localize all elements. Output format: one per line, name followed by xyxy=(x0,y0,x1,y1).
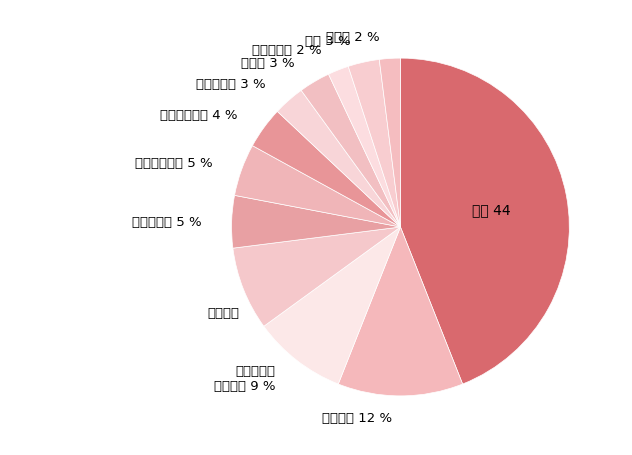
Wedge shape xyxy=(301,75,401,228)
Text: 公務員 3 %: 公務員 3 % xyxy=(241,57,295,70)
Text: 教育サービス 5 %: 教育サービス 5 % xyxy=(135,157,212,169)
Wedge shape xyxy=(233,228,401,327)
Text: 卸・小売 12 %: 卸・小売 12 % xyxy=(322,411,392,425)
Text: マスコミ・
情報通信 9 %: マスコミ・ 情報通信 9 % xyxy=(214,364,275,392)
Text: サービス: サービス xyxy=(207,306,239,319)
Wedge shape xyxy=(401,59,569,384)
Wedge shape xyxy=(252,112,401,228)
Text: 金融・保険 2 %: 金融・保険 2 % xyxy=(252,44,322,57)
Text: 医療・福祉 3 %: 医療・福祉 3 % xyxy=(196,78,266,91)
Text: 進学 3 %: 進学 3 % xyxy=(305,35,350,48)
Text: 運輸・物流 5 %: 運輸・物流 5 % xyxy=(131,215,201,228)
Wedge shape xyxy=(348,61,401,228)
Wedge shape xyxy=(379,59,401,228)
Text: その他 2 %: その他 2 % xyxy=(326,31,380,44)
Wedge shape xyxy=(277,91,401,228)
Wedge shape xyxy=(234,147,401,228)
Wedge shape xyxy=(231,196,401,248)
Wedge shape xyxy=(338,228,463,396)
Wedge shape xyxy=(264,228,401,384)
Text: 建設・不動産 4 %: 建設・不動産 4 % xyxy=(160,109,238,122)
Wedge shape xyxy=(329,67,401,228)
Text: 教員 44: 教員 44 xyxy=(472,203,511,217)
